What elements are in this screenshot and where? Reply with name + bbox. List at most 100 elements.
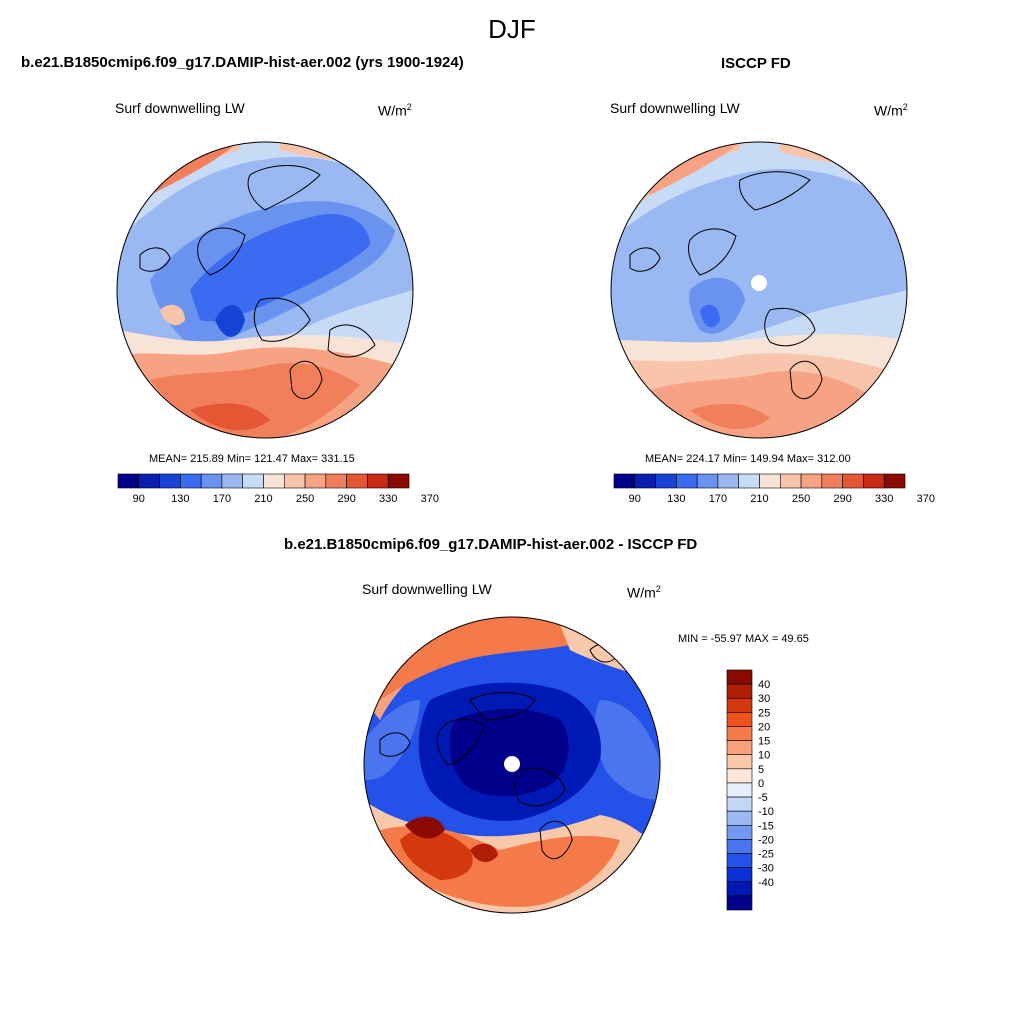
model-colorbar-swatch (325, 473, 347, 489)
model-colorbar-swatch (221, 473, 244, 489)
diff-polar-gap (504, 756, 520, 772)
diff-colorbar-tick-label: 15 (758, 736, 770, 748)
obs-colorbar-tick-label: 330 (875, 493, 893, 505)
model-colorbar-swatch (159, 473, 181, 489)
model-colorbar-swatch (387, 473, 410, 489)
diff-colorbar-swatch (726, 712, 753, 727)
obs-colorbar-swatch (696, 473, 719, 489)
diff-colorbar-tick-label: -10 (758, 806, 774, 818)
obs-units-label: W/m2 (874, 102, 908, 119)
model-colorbar-tick-label: 330 (379, 493, 397, 505)
obs-colorbar-tick-label: 130 (667, 493, 685, 505)
diff-colorbar-swatch (726, 839, 753, 854)
diff-colorbar-swatch (726, 782, 753, 798)
diff-colorbar-tick-label: -15 (758, 820, 774, 832)
diff-colorbar-swatch (726, 683, 753, 699)
model-polar-map (117, 142, 413, 438)
diff-colorbar-swatch (726, 740, 753, 756)
model-colorbar-tick-label: 250 (296, 493, 314, 505)
diff-stats-label: MIN = -55.97 MAX = 49.65 (678, 633, 809, 645)
diff-colorbar-swatch (726, 697, 753, 713)
diff-colorbar-tick-label: -20 (758, 834, 774, 846)
diff-colorbar: 40 30 25 20 15 10 5 0 -5 -10 -15 -20 -25 -30 -40 (726, 669, 774, 911)
diff-colorbar-swatch (726, 810, 753, 826)
season-title: DJF (488, 14, 536, 44)
diff-colorbar-tick-label: 5 (758, 764, 764, 776)
diff-colorbar-swatch (726, 867, 753, 883)
diff-colorbar-swatch (726, 853, 753, 868)
obs-variable-label: Surf downwelling LW (610, 100, 740, 116)
model-colorbar-tick-label: 370 (421, 493, 439, 505)
obs-colorbar-swatch (676, 473, 698, 489)
diff-colorbar-tick-label: 0 (758, 778, 764, 790)
obs-colorbar-swatch (738, 473, 760, 489)
model-colorbar-tick-label: 210 (254, 493, 272, 505)
model-colorbar-tick-label: 130 (171, 493, 189, 505)
model-colorbar: 90 130 170 210 250 290 330 370 (117, 473, 439, 505)
diff-colorbar-tick-label: -30 (758, 863, 774, 875)
obs-colorbar-swatch (821, 473, 843, 489)
model-colorbar-swatch (117, 473, 140, 489)
obs-colorbar-swatch (717, 473, 740, 489)
diff-colorbar-tick-label: 20 (758, 721, 770, 733)
model-colorbar-swatch (242, 473, 264, 489)
obs-colorbar-swatch (800, 473, 823, 489)
diff-colorbar-swatch (726, 881, 753, 897)
diff-colorbar-swatch (726, 768, 753, 784)
model-colorbar-swatch (263, 473, 285, 489)
diff-colorbar-tick-label: 10 (758, 750, 770, 762)
obs-colorbar-tick-label: 90 (629, 493, 641, 505)
obs-colorbar: 90 130 170 210 250 290 330 370 (613, 473, 935, 505)
diff-colorbar-tick-label: 30 (758, 693, 770, 705)
obs-colorbar-swatch (842, 473, 864, 489)
obs-colorbar-swatch (613, 473, 636, 489)
diff-colorbar-tick-label: -5 (758, 792, 768, 804)
model-colorbar-swatch (367, 473, 389, 489)
diff-colorbar-swatch (726, 796, 753, 812)
diff-colorbar-swatch (726, 754, 753, 770)
model-units-label: W/m2 (378, 102, 412, 119)
model-colorbar-swatch (180, 473, 202, 489)
diff-units-label: W/m2 (627, 584, 661, 601)
model-colorbar-tick-label: 90 (133, 493, 145, 505)
diff-colorbar-swatch (726, 824, 753, 840)
diff-colorbar-swatch (726, 895, 753, 911)
obs-stats-label: MEAN= 224.17 Min= 149.94 Max= 312.00 (645, 453, 851, 465)
model-colorbar-tick-label: 290 (337, 493, 355, 505)
diff-colorbar-swatch (726, 669, 753, 685)
model-colorbar-swatch (138, 473, 160, 489)
obs-colorbar-swatch (655, 473, 677, 489)
diff-map-boundary (363, 616, 661, 914)
obs-colorbar-swatch (779, 473, 802, 489)
obs-colorbar-tick-label: 290 (833, 493, 851, 505)
model-colorbar-tick-label: 170 (213, 493, 231, 505)
obs-colorbar-tick-label: 210 (750, 493, 768, 505)
obs-colorbar-tick-label: 370 (917, 493, 935, 505)
diff-panel-title: b.e21.B1850cmip6.f09_g17.DAMIP-hist-aer.… (284, 536, 698, 553)
diff-colorbar-tick-label: 40 (758, 679, 770, 691)
model-panel-title: b.e21.B1850cmip6.f09_g17.DAMIP-hist-aer.… (21, 54, 464, 71)
model-stats-label: MEAN= 215.89 Min= 121.47 Max= 331.15 (149, 453, 355, 465)
obs-colorbar-tick-label: 250 (792, 493, 810, 505)
obs-colorbar-swatch (883, 473, 906, 489)
diff-colorbar-swatch (726, 726, 753, 741)
diff-colorbar-tick-label: -40 (758, 877, 774, 889)
obs-colorbar-swatch (863, 473, 885, 489)
diff-variable-label: Surf downwelling LW (362, 581, 492, 597)
model-colorbar-swatch (283, 473, 306, 489)
obs-colorbar-swatch (759, 473, 781, 489)
obs-map-boundary (610, 141, 908, 439)
model-colorbar-swatch (200, 473, 223, 489)
model-colorbar-swatch (304, 473, 327, 489)
obs-colorbar-tick-label: 170 (709, 493, 727, 505)
model-variable-label: Surf downwelling LW (115, 100, 245, 116)
diff-colorbar-tick-label: 25 (758, 707, 770, 719)
model-map-boundary (116, 141, 414, 439)
model-colorbar-swatch (346, 473, 368, 489)
diff-colorbar-tick-label: -25 (758, 849, 774, 861)
obs-polar-gap (751, 275, 767, 291)
obs-colorbar-swatch (634, 473, 656, 489)
obs-panel-title: ISCCP FD (721, 55, 791, 72)
